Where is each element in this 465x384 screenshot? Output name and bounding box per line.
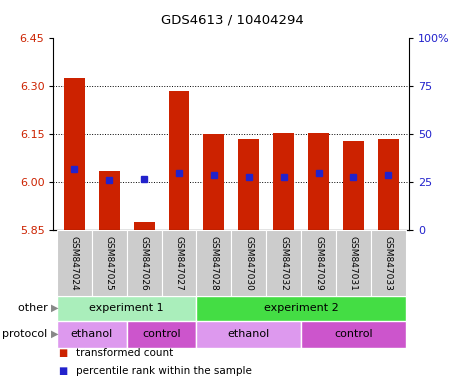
Bar [203, 134, 224, 230]
Bar [232, 230, 266, 296]
Bar [126, 230, 162, 296]
Bar [266, 230, 301, 296]
Text: control: control [142, 329, 181, 339]
Bar [308, 133, 329, 230]
Text: experiment 2: experiment 2 [264, 303, 339, 313]
Bar [196, 321, 301, 348]
Text: GSM847026: GSM847026 [140, 236, 149, 290]
Text: GDS4613 / 10404294: GDS4613 / 10404294 [161, 13, 304, 26]
Bar [196, 296, 405, 321]
Bar [196, 230, 232, 296]
Text: percentile rank within the sample: percentile rank within the sample [76, 366, 252, 376]
Text: GSM847028: GSM847028 [209, 236, 219, 290]
Bar [273, 133, 294, 230]
Text: ■: ■ [58, 366, 67, 376]
Text: transformed count: transformed count [76, 348, 173, 358]
Text: experiment 1: experiment 1 [89, 303, 164, 313]
Text: ▶: ▶ [51, 303, 59, 313]
Bar [168, 91, 189, 230]
Text: GSM847029: GSM847029 [314, 236, 323, 290]
Bar [301, 321, 405, 348]
Bar [371, 230, 405, 296]
Bar [99, 171, 120, 230]
Bar [92, 230, 126, 296]
Text: ethanol: ethanol [228, 329, 270, 339]
Text: other: other [18, 303, 51, 313]
Bar [133, 222, 154, 230]
Bar [238, 139, 259, 230]
Bar [57, 230, 92, 296]
Text: GSM847033: GSM847033 [384, 236, 393, 290]
Text: GSM847027: GSM847027 [174, 236, 184, 290]
Text: GSM847025: GSM847025 [105, 236, 114, 290]
Bar [57, 321, 126, 348]
Text: control: control [334, 329, 373, 339]
Text: GSM847030: GSM847030 [244, 236, 253, 290]
Bar [343, 141, 364, 230]
Text: GSM847024: GSM847024 [70, 236, 79, 290]
Text: GSM847031: GSM847031 [349, 236, 358, 290]
Bar [64, 78, 85, 230]
Bar [301, 230, 336, 296]
Bar [162, 230, 196, 296]
Bar [126, 321, 196, 348]
Bar [57, 296, 196, 321]
Text: GSM847032: GSM847032 [279, 236, 288, 290]
Bar [336, 230, 371, 296]
Bar [378, 139, 399, 230]
Text: ethanol: ethanol [71, 329, 113, 339]
Text: ■: ■ [58, 348, 67, 358]
Text: ▶: ▶ [51, 329, 59, 339]
Text: protocol: protocol [2, 329, 51, 339]
